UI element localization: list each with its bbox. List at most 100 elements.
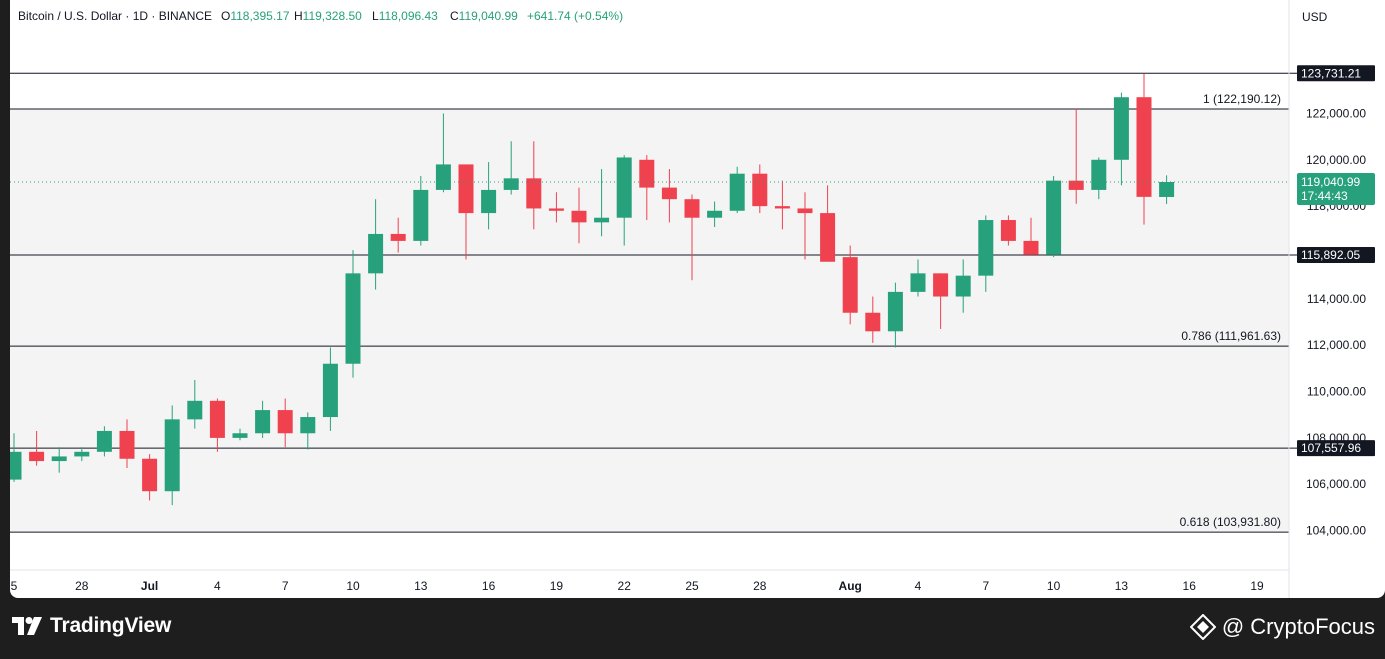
- x-tick-label: 10: [346, 579, 360, 593]
- low-label: L: [372, 9, 379, 23]
- candle-down[interactable]: [29, 451, 45, 462]
- candle-up[interactable]: [910, 273, 926, 292]
- close-value: 119,040.99: [459, 9, 518, 23]
- candle-up[interactable]: [1113, 97, 1129, 160]
- candle-up[interactable]: [413, 189, 429, 241]
- candle-down[interactable]: [526, 178, 542, 209]
- candle-up[interactable]: [74, 451, 90, 457]
- candle-up[interactable]: [368, 233, 384, 274]
- candle-down[interactable]: [797, 208, 813, 214]
- countdown-label: 17:44:43: [1301, 189, 1348, 203]
- y-tick-label: 120,000.00: [1306, 153, 1366, 167]
- candle-up[interactable]: [707, 210, 723, 218]
- open-value: 118,395.17: [230, 9, 289, 23]
- fib-level-label: 0.786 (111,961.63): [1181, 329, 1281, 343]
- svg-text:H119,328.50: H119,328.50: [294, 9, 362, 23]
- candle-up[interactable]: [232, 433, 248, 438]
- low-value: 118,096.43: [379, 9, 438, 23]
- candle-up[interactable]: [616, 157, 632, 218]
- candle-up[interactable]: [887, 291, 903, 332]
- level-price-box: [1297, 440, 1375, 457]
- candle-down[interactable]: [684, 199, 700, 218]
- x-tick-label: 16: [482, 579, 496, 593]
- x-tick-label: 28: [75, 579, 89, 593]
- candle-up[interactable]: [164, 419, 180, 492]
- footer-bar: TradingView @ CryptoFocus: [0, 598, 1385, 659]
- svg-text:C119,040.99: C119,040.99: [450, 9, 518, 23]
- candle-down[interactable]: [1136, 97, 1152, 197]
- symbol-title: Bitcoin / U.S. Dollar · 1D · BINANCE: [18, 9, 212, 23]
- candle-up[interactable]: [1046, 180, 1062, 255]
- x-tick-label: 19: [550, 579, 564, 593]
- diamond-icon: [1189, 614, 1216, 640]
- open-label: O: [221, 9, 230, 23]
- level-price-box: [1297, 65, 1375, 82]
- candle-down[interactable]: [774, 206, 790, 209]
- candle-up[interactable]: [435, 164, 451, 190]
- candle-down[interactable]: [119, 430, 135, 459]
- y-tick-label: 122,000.00: [1306, 106, 1366, 120]
- price-chart[interactable]: 104,000.00106,000.00108,000.00110,000.00…: [10, 0, 1385, 598]
- chart-panel[interactable]: 104,000.00 106,000.00 108,000.00 110,000.00…: [10, 0, 1385, 598]
- candle-up[interactable]: [96, 430, 112, 452]
- candle-up[interactable]: [10, 451, 22, 480]
- candle-down[interactable]: [142, 458, 158, 492]
- candle-up[interactable]: [1159, 182, 1175, 197]
- candle-up[interactable]: [481, 189, 497, 214]
- candle-down[interactable]: [1000, 220, 1016, 241]
- level-price-label: 115,892.05: [1301, 248, 1360, 262]
- candle-down[interactable]: [820, 213, 836, 262]
- candle-up[interactable]: [955, 275, 971, 297]
- level-price-box: [1297, 246, 1375, 263]
- candle-up[interactable]: [300, 417, 316, 434]
- x-tick-label: 4: [915, 579, 922, 593]
- candle-down[interactable]: [933, 273, 949, 297]
- candle-up[interactable]: [51, 456, 67, 462]
- candle-up[interactable]: [729, 173, 745, 211]
- candle-up[interactable]: [322, 363, 338, 418]
- candle-up[interactable]: [978, 220, 994, 276]
- candle-down[interactable]: [458, 164, 474, 214]
- high-value: 119,328.50: [303, 9, 362, 23]
- candle-down[interactable]: [209, 400, 225, 438]
- x-tick-label: 5: [11, 579, 18, 593]
- candle-down[interactable]: [390, 233, 406, 241]
- candle-down[interactable]: [639, 159, 655, 188]
- x-tick-label: Aug: [839, 579, 862, 593]
- candle-down[interactable]: [1023, 240, 1039, 255]
- fib-level-label: 0.618 (103,931.80): [1180, 515, 1281, 529]
- y-tick-label: 106,000.00: [1306, 477, 1366, 491]
- y-tick-label: 110,000.00: [1307, 385, 1366, 399]
- currency-label[interactable]: USD: [1302, 10, 1328, 24]
- candle-up[interactable]: [503, 178, 519, 190]
- candle-down[interactable]: [1068, 180, 1084, 190]
- cryptofocus-brand: @ CryptoFocus: [1221, 614, 1375, 639]
- candle-up[interactable]: [255, 410, 271, 434]
- x-tick-label: Jul: [141, 579, 158, 593]
- x-tick-label: 25: [685, 579, 699, 593]
- x-tick-label: 7: [282, 579, 289, 593]
- candle-up[interactable]: [1091, 159, 1107, 190]
- candle-down[interactable]: [661, 187, 677, 200]
- x-tick-label: 28: [753, 579, 767, 593]
- x-tick-label: 22: [618, 579, 632, 593]
- fib-level-label: 1 (122,190.12): [1203, 92, 1281, 106]
- candle-up[interactable]: [187, 400, 203, 420]
- candle-up[interactable]: [345, 273, 361, 364]
- candle-down[interactable]: [752, 173, 768, 207]
- candle-up[interactable]: [594, 217, 610, 223]
- candle-down[interactable]: [548, 208, 564, 211]
- y-tick-label: 104,000.00: [1306, 524, 1366, 538]
- candle-down[interactable]: [865, 312, 881, 332]
- candle-down[interactable]: [842, 257, 858, 313]
- x-tick-label: 10: [1047, 579, 1061, 593]
- x-tick-label: 16: [1183, 579, 1197, 593]
- svg-text:L118,096.43: L118,096.43: [372, 9, 438, 23]
- x-tick-label: 7: [982, 579, 989, 593]
- cryptofocus-watermark: @ CryptoFocus: [1189, 614, 1375, 640]
- candle-down[interactable]: [277, 410, 293, 434]
- tradingview-logo[interactable]: TradingView: [12, 614, 171, 638]
- candle-down[interactable]: [571, 210, 587, 223]
- x-tick-label: 19: [1250, 579, 1264, 593]
- tradingview-icon: [12, 617, 42, 635]
